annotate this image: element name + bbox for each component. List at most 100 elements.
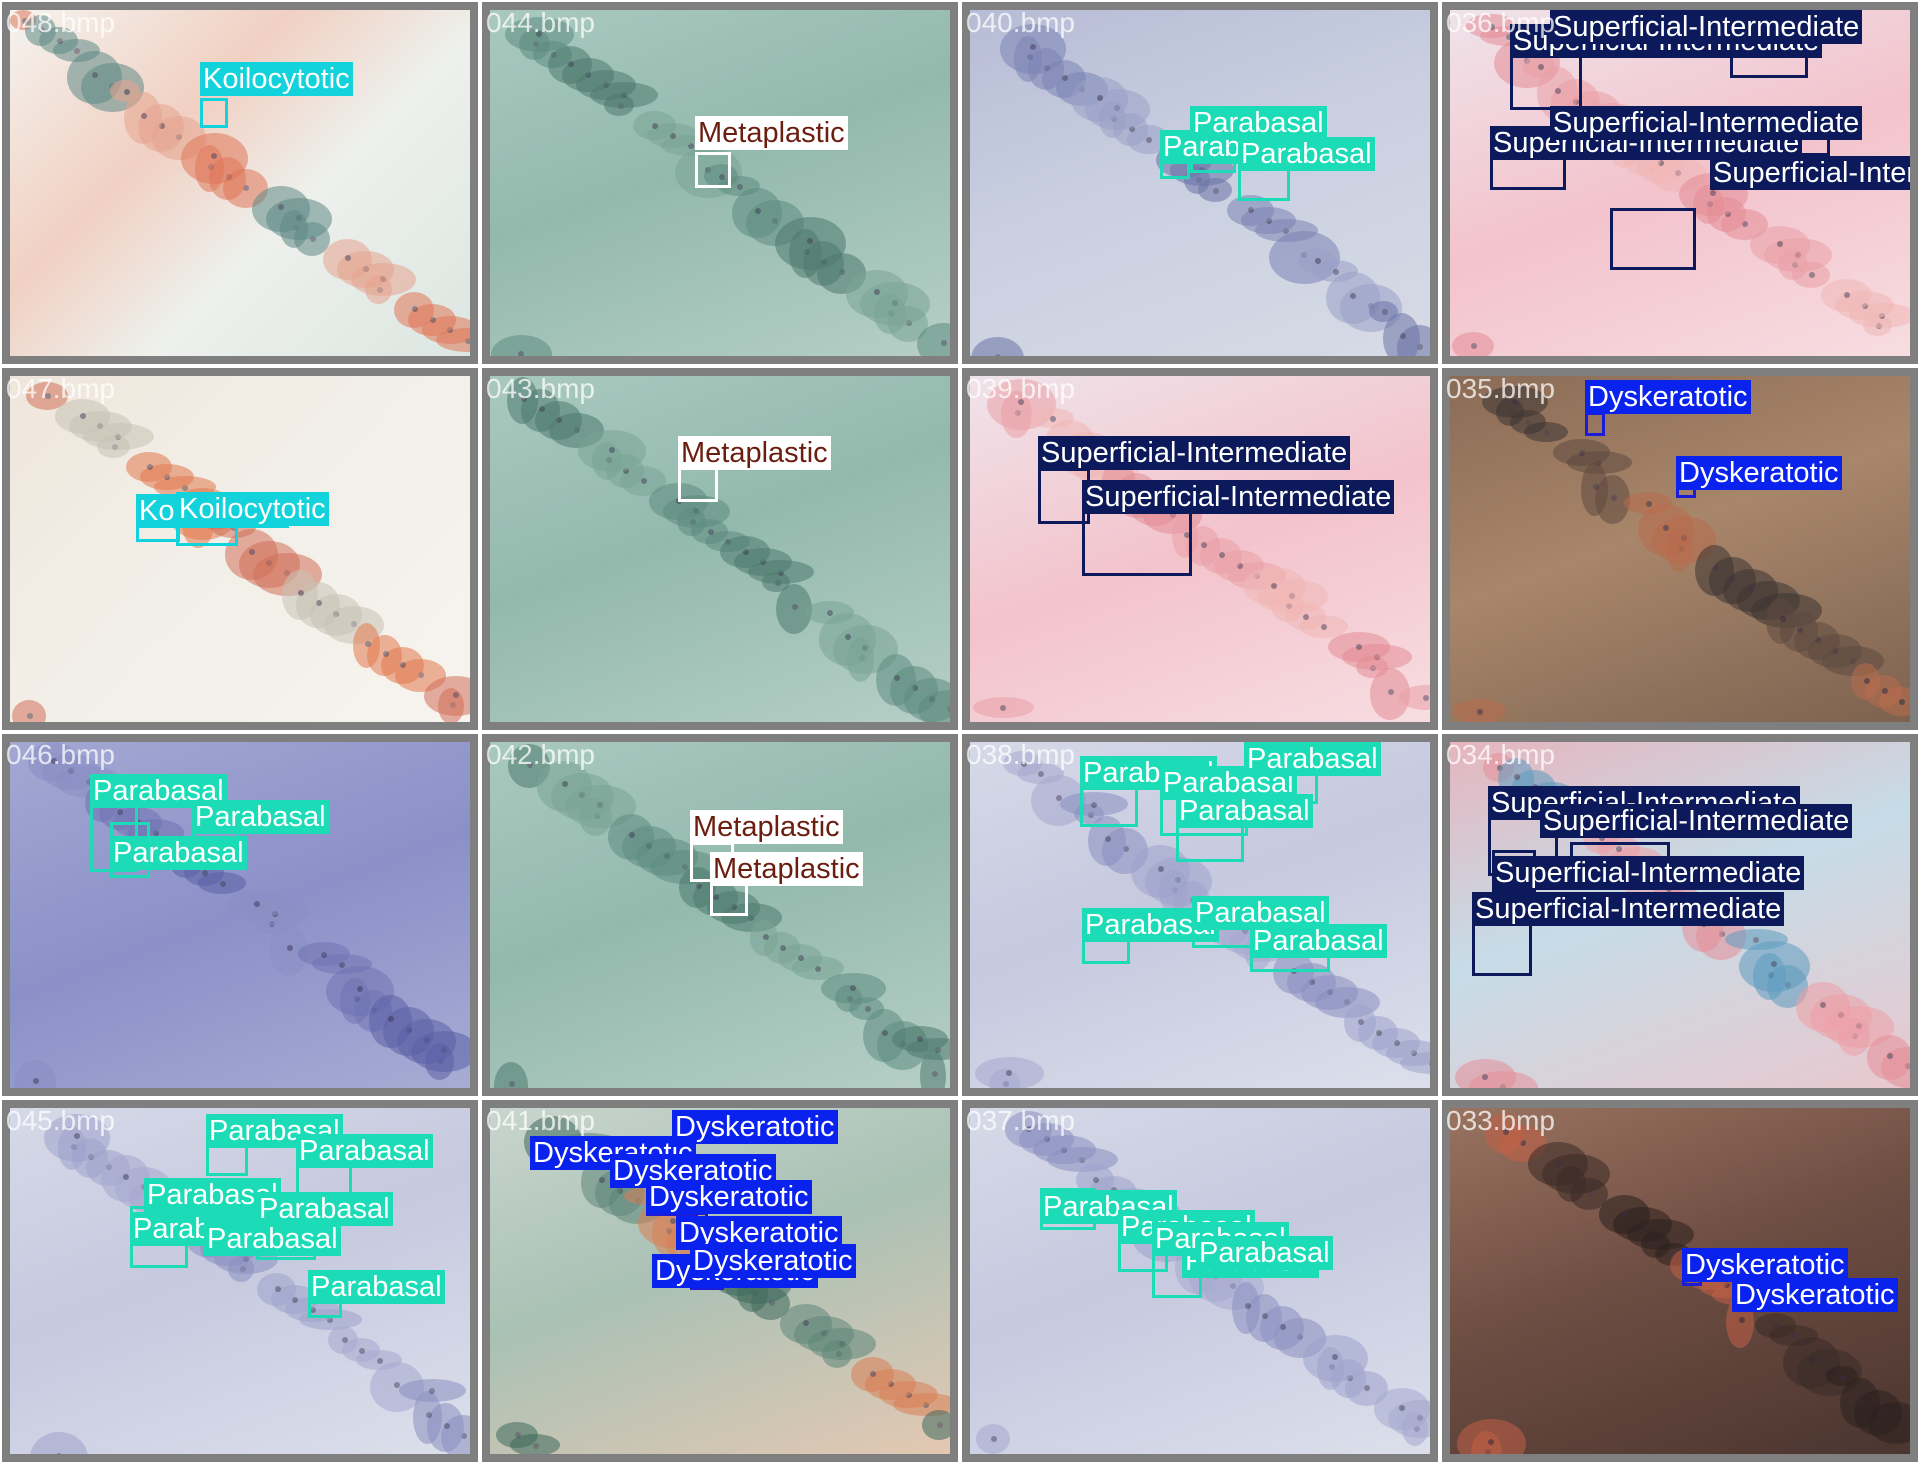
cell-nucleus	[1382, 309, 1389, 316]
cell-nucleus	[1122, 846, 1129, 853]
cell-nucleus	[1358, 1019, 1365, 1026]
detection-label: Parabasal	[1244, 742, 1381, 776]
cell-nucleus	[844, 634, 851, 641]
cell-nucleus	[887, 1381, 894, 1388]
cell-blob	[30, 1432, 88, 1454]
cell-blob	[633, 111, 676, 140]
cell-nucleus	[141, 112, 148, 119]
cell-blob	[750, 920, 778, 956]
cell-nucleus	[243, 184, 250, 191]
cell-nucleus	[345, 255, 352, 262]
cell-nucleus	[1093, 1176, 1100, 1183]
cell-nucleus	[894, 674, 900, 681]
cell-nucleus	[1596, 460, 1603, 467]
detection-label: Metaplastic	[710, 852, 863, 886]
cell-blob	[110, 80, 140, 102]
cell-blob	[775, 217, 846, 270]
cell-nucleus	[1271, 582, 1278, 589]
cell-nucleus	[754, 208, 761, 214]
cell-blob	[1232, 1282, 1260, 1334]
cell-blob	[101, 1155, 150, 1202]
cell-nucleus	[1265, 217, 1272, 224]
cell-nucleus	[1393, 1040, 1400, 1046]
detection-tile: 039.bmp Superficial-Intermediate Superfici…	[960, 366, 1440, 732]
cell-blob	[578, 430, 646, 472]
detection-tile: 040.bmp Parabasal Parabasal Parabasal	[960, 0, 1440, 366]
cell-nucleus	[1616, 845, 1623, 852]
cell-blob	[424, 676, 470, 716]
cell-nucleus	[864, 1006, 871, 1013]
cell-blob	[126, 452, 172, 482]
cell-nucleus	[1730, 575, 1737, 582]
cell-nucleus	[1248, 207, 1255, 214]
cell-blob	[608, 814, 654, 860]
cell-blob	[537, 761, 592, 812]
cell-nucleus	[123, 1173, 130, 1180]
cell-nucleus	[382, 651, 389, 658]
cell-blob	[805, 601, 854, 624]
cell-blob	[548, 46, 592, 84]
cell-blob	[399, 1379, 466, 1402]
cell-blob	[679, 867, 716, 908]
cell-nucleus	[934, 1046, 941, 1053]
cell-nucleus	[1808, 1357, 1815, 1364]
microscopy-image: Dyskeratotic Dyskeratotic Dyskeratotic Dysk…	[490, 1108, 950, 1454]
image-filename: 034.bmp	[1446, 739, 1555, 770]
detection-tile: 043.bmp Metaplastic	[480, 366, 960, 732]
cell-nucleus	[1770, 961, 1777, 968]
cell-nucleus	[850, 985, 857, 992]
detection-tile: 034.bmp Superficial-Intermediate Superfici…	[1440, 732, 1920, 1098]
cell-nucleus	[1537, 64, 1544, 71]
cell-nucleus	[1000, 705, 1007, 712]
cell-blob	[922, 1410, 950, 1440]
cell-blob	[298, 942, 350, 966]
cell-blob	[1243, 567, 1306, 606]
cell-nucleus	[526, 761, 533, 768]
cell-nucleus	[74, 48, 81, 55]
detection-label: Superficial-Intermediate	[1492, 856, 1805, 890]
cell-blob	[1071, 77, 1128, 122]
cell-blob	[876, 654, 916, 706]
cell-nucleus	[73, 1133, 80, 1140]
cell-nucleus	[561, 781, 568, 788]
cell-blob	[14, 1060, 56, 1088]
cell-blob	[181, 133, 248, 184]
cell-nucleus	[882, 1030, 889, 1037]
cell-nucleus	[1710, 190, 1717, 197]
cell-nucleus	[1399, 1404, 1406, 1411]
cell-nucleus	[426, 1412, 433, 1419]
microscopy-image: Parabasal Parabasal Parabasal	[970, 10, 1430, 356]
cell-nucleus	[356, 986, 363, 992]
cell-nucleus	[1470, 343, 1477, 350]
detection-label: Dyskeratotic	[1732, 1278, 1898, 1312]
detection-label: Parabasal	[110, 836, 247, 870]
cell-nucleus	[341, 1337, 348, 1344]
cell-nucleus	[1038, 771, 1045, 778]
cell-nucleus	[1779, 616, 1786, 623]
cell-nucleus	[917, 1036, 924, 1043]
cell-nucleus	[1587, 1190, 1594, 1197]
detection-label: Koilocytotic	[176, 492, 329, 526]
cell-nucleus	[298, 590, 305, 596]
cell-nucleus	[50, 758, 57, 764]
cell-nucleus	[1797, 626, 1804, 633]
detection-label: Superficial-Intermediate	[1472, 892, 1785, 926]
cell-blob	[1840, 1378, 1880, 1428]
cell-blob	[328, 1326, 358, 1354]
detection-tile: 036.bmp Superficial-Intermediate Superfici…	[1440, 0, 1920, 366]
cell-nucleus	[713, 893, 720, 900]
cell-nucleus	[1061, 75, 1068, 82]
cell-blob	[1523, 55, 1556, 78]
cell-nucleus	[1006, 1070, 1013, 1077]
cell-blob	[732, 188, 782, 238]
image-filename: 033.bmp	[1446, 1105, 1555, 1136]
cell-nucleus	[21, 18, 28, 24]
detection-label: Dyskeratotic	[1682, 1248, 1848, 1282]
cell-nucleus	[1020, 761, 1027, 767]
detection-label: Parabasal	[1176, 794, 1313, 828]
cell-nucleus	[1593, 484, 1600, 491]
cell-blob	[1298, 248, 1336, 274]
cell-nucleus	[1738, 1316, 1745, 1323]
cell-nucleus	[1096, 95, 1103, 101]
